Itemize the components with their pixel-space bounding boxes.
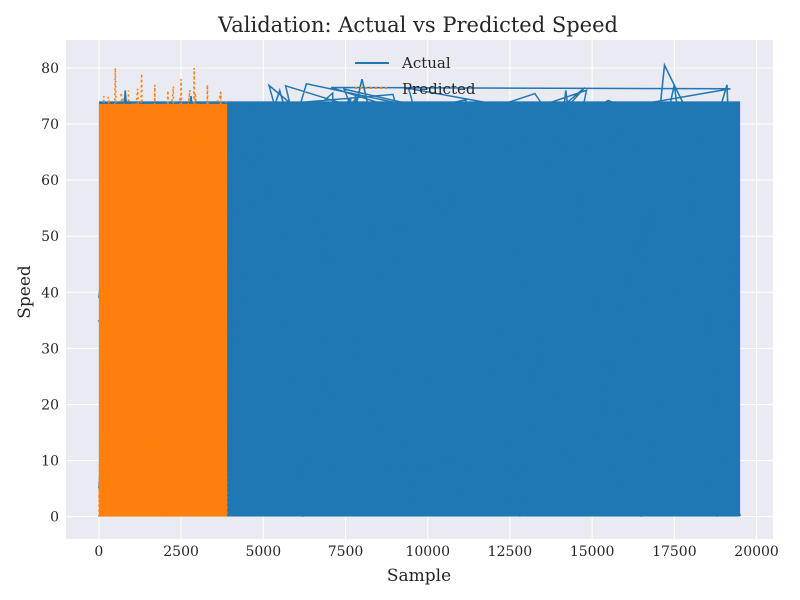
legend-label-actual: Actual: [401, 54, 451, 72]
y-tick-label: 70: [41, 117, 59, 133]
y-tick-label: 60: [41, 173, 59, 189]
series-layer: [97, 62, 742, 517]
series-predicted-line: [98, 67, 228, 517]
y-tick-label: 20: [41, 397, 59, 413]
chart-title: Validation: Actual vs Predicted Speed: [217, 13, 618, 37]
x-tick-label: 15000: [570, 544, 615, 560]
y-tick-label: 80: [41, 61, 59, 77]
x-tick-label: 17500: [652, 544, 697, 560]
x-tick-label: 7500: [328, 544, 364, 560]
x-axis-label: Sample: [387, 566, 451, 586]
tick-labels: 0 2500 5000 7500 10000 12500 15000 17500 20000 0 1…: [41, 61, 779, 560]
legend: Actual Predicted: [355, 54, 476, 98]
series-predicted-noise: [98, 86, 227, 517]
y-axis-label: Speed: [15, 265, 35, 319]
x-tick-label: 20000: [734, 544, 779, 560]
series-actual-line: [98, 62, 738, 517]
legend-label-predicted: Predicted: [402, 80, 476, 98]
x-tick-label: 10000: [405, 544, 450, 560]
x-tick-label: 2500: [163, 544, 199, 560]
y-tick-label: 10: [41, 454, 59, 470]
x-tick-label: 12500: [488, 544, 533, 560]
y-tick-label: 40: [41, 285, 59, 301]
y-tick-label: 0: [50, 510, 59, 526]
x-tick-label: 0: [94, 544, 103, 560]
y-tick-label: 30: [41, 341, 59, 357]
x-tick-label: 5000: [245, 544, 281, 560]
y-tick-label: 50: [41, 229, 59, 245]
